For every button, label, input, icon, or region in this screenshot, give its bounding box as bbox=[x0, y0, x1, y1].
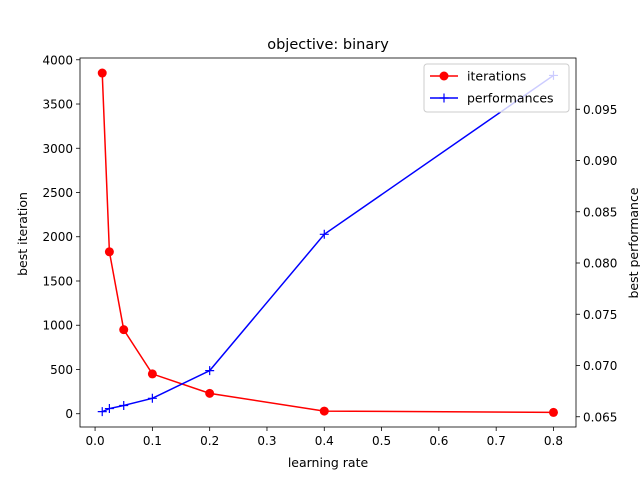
legend-marker-performances bbox=[439, 93, 449, 103]
x-tick-label: 0.8 bbox=[544, 434, 563, 448]
y2-tick-label: 0.095 bbox=[583, 103, 617, 117]
data-point-iterations bbox=[205, 388, 215, 398]
x-tick-label: 0.2 bbox=[200, 434, 219, 448]
legend: iterations performances bbox=[423, 63, 570, 113]
y2-tick-label: 0.090 bbox=[583, 154, 617, 168]
x-tick-label: 0.1 bbox=[143, 434, 162, 448]
x-tick-label: 0.6 bbox=[429, 434, 448, 448]
data-point-iterations bbox=[147, 369, 157, 379]
y-tick-label: 1500 bbox=[42, 274, 73, 288]
y-tick-label: 1000 bbox=[42, 319, 73, 333]
y-tick-label: 4000 bbox=[42, 53, 73, 67]
plot-area: 0.0 0.1 0.2 0.3 0.4 0.5 0.6 0.7 0.8 0 500 1000 1500 2… bbox=[42, 53, 617, 448]
data-point-iterations bbox=[104, 247, 114, 257]
y-axis-label: best iteration bbox=[15, 192, 30, 276]
x-tick-label: 0.4 bbox=[315, 434, 334, 448]
legend-marker-iterations bbox=[439, 71, 449, 81]
data-point-iterations bbox=[548, 407, 558, 417]
y2-tick-label: 0.085 bbox=[583, 205, 617, 219]
data-point-performances bbox=[319, 229, 329, 239]
y2-tick-label: 0.075 bbox=[583, 308, 617, 322]
y-tick-label: 3000 bbox=[42, 142, 73, 156]
y-tick-label: 500 bbox=[50, 363, 73, 377]
y2-axis-label: best performance bbox=[626, 187, 640, 298]
y2-tick-label: 0.065 bbox=[583, 410, 617, 424]
data-point-performances bbox=[97, 407, 107, 417]
data-point-performances bbox=[147, 393, 157, 403]
y-tick-label: 2000 bbox=[42, 230, 73, 244]
y2-tick-label: 0.070 bbox=[583, 359, 617, 373]
data-point-performances bbox=[119, 400, 129, 410]
data-point-iterations bbox=[97, 68, 107, 78]
data-point-performances bbox=[104, 404, 114, 414]
data-point-iterations bbox=[119, 325, 129, 335]
legend-label-performances: performances bbox=[467, 91, 554, 106]
chart-title: objective: binary bbox=[267, 37, 389, 53]
data-point-performances bbox=[205, 366, 215, 376]
legend-box bbox=[423, 63, 570, 113]
x-tick-label: 0.0 bbox=[86, 434, 105, 448]
y-tick-label: 0 bbox=[65, 407, 73, 421]
x-axis-label: learning rate bbox=[288, 455, 369, 470]
x-tick-label: 0.3 bbox=[257, 434, 276, 448]
data-point-iterations bbox=[319, 406, 329, 416]
y2-tick-label: 0.080 bbox=[583, 257, 617, 271]
x-tick-label: 0.5 bbox=[372, 434, 391, 448]
legend-label-iterations: iterations bbox=[467, 69, 526, 84]
y-tick-label: 2500 bbox=[42, 186, 73, 200]
plot-frame bbox=[79, 57, 577, 428]
x-tick-label: 0.7 bbox=[487, 434, 506, 448]
y-tick-label: 3500 bbox=[42, 98, 73, 112]
